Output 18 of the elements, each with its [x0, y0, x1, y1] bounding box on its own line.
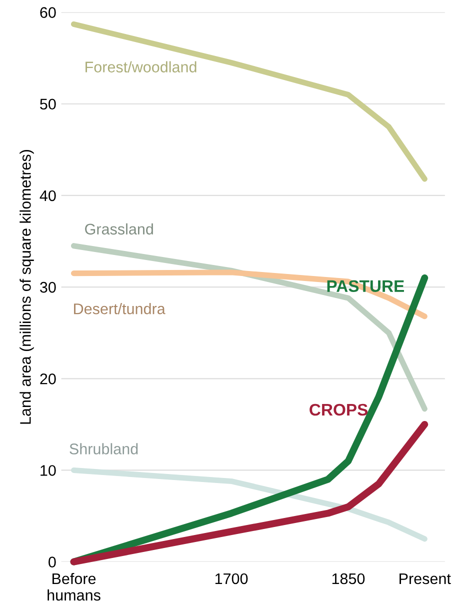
- y-tick-label: 0: [48, 556, 56, 568]
- y-axis-title: Land area (millions of square kilometres): [20, 150, 34, 424]
- series-label: Shrubland: [70, 443, 138, 454]
- y-tick-label: 50: [40, 98, 56, 110]
- series-label: Grassland: [85, 223, 153, 235]
- x-tick-label: 1700: [215, 573, 248, 584]
- series-label: PASTURE: [327, 280, 404, 292]
- x-tick-label: 1850: [332, 573, 365, 584]
- y-tick-label: 10: [40, 465, 56, 476]
- y-tick-label: 20: [40, 374, 56, 384]
- series-label: Forest/woodland: [86, 61, 196, 72]
- y-tick-label: 40: [40, 190, 56, 202]
- text: CROPS: [310, 404, 368, 416]
- x-tick-label: Before humans: [48, 572, 100, 601]
- y-tick-label: 60: [40, 7, 56, 18]
- x-tick-label: Present: [400, 573, 451, 584]
- series-label: Desert/tundra: [74, 303, 166, 314]
- y-tick-label: 30: [40, 282, 56, 293]
